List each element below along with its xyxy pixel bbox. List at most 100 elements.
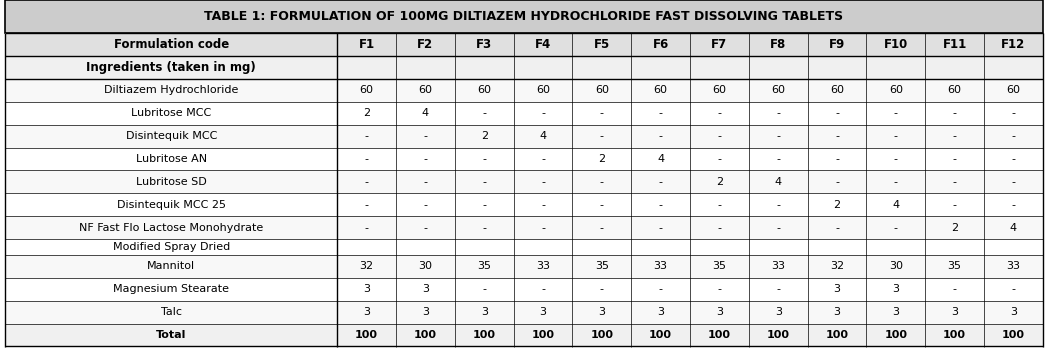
Bar (514, 216, 572, 239)
Text: Disintequik MCC: Disintequik MCC (126, 131, 217, 141)
Text: 3: 3 (716, 307, 723, 317)
Bar (396, 255, 455, 278)
Text: -: - (894, 177, 898, 187)
Bar (808, 301, 867, 324)
Bar (396, 170, 455, 193)
Text: 100: 100 (1002, 330, 1025, 340)
Text: -: - (599, 223, 604, 233)
Text: 3: 3 (364, 284, 370, 294)
Bar (5, 255, 337, 278)
Text: -: - (777, 108, 780, 118)
Bar (5, 216, 337, 239)
Bar (631, 56, 690, 79)
Text: -: - (1011, 108, 1016, 118)
Bar (337, 33, 396, 56)
Bar (5, 301, 337, 324)
Text: 4: 4 (657, 154, 664, 164)
Bar (867, 148, 925, 170)
Bar (572, 148, 631, 170)
Bar (808, 255, 867, 278)
Text: 100: 100 (707, 330, 730, 340)
Text: -: - (599, 200, 604, 210)
Text: Total: Total (156, 330, 187, 340)
Text: -: - (953, 108, 957, 118)
Bar (984, 216, 1043, 239)
Bar (337, 324, 396, 346)
Bar (867, 56, 925, 79)
Bar (5, 125, 337, 148)
Text: -: - (835, 108, 839, 118)
Bar (984, 148, 1043, 170)
Bar (5, 33, 337, 56)
Bar (867, 255, 925, 278)
Bar (808, 216, 867, 239)
Text: -: - (1011, 154, 1016, 164)
Text: F9: F9 (829, 38, 845, 51)
Text: -: - (894, 223, 898, 233)
Text: 100: 100 (826, 330, 849, 340)
Bar (572, 125, 631, 148)
Bar (867, 125, 925, 148)
Bar (631, 33, 690, 56)
Bar (690, 278, 749, 301)
Bar (925, 255, 984, 278)
Text: 2: 2 (716, 177, 723, 187)
Bar (455, 324, 514, 346)
Bar (984, 301, 1043, 324)
Bar (984, 193, 1043, 216)
Text: 32: 32 (830, 261, 844, 272)
Bar (514, 193, 572, 216)
Text: -: - (1011, 131, 1016, 141)
Bar (631, 301, 690, 324)
Bar (925, 148, 984, 170)
Bar (5, 324, 337, 346)
Text: -: - (423, 131, 428, 141)
Bar (690, 79, 749, 102)
Text: -: - (599, 131, 604, 141)
Bar (5, 170, 337, 193)
Bar (984, 125, 1043, 148)
Text: -: - (953, 284, 957, 294)
Bar (5, 0, 1043, 33)
Bar (337, 193, 396, 216)
Bar (396, 301, 455, 324)
Bar (5, 102, 337, 125)
Bar (337, 148, 396, 170)
Text: -: - (482, 200, 486, 210)
Bar (396, 125, 455, 148)
Text: Mannitol: Mannitol (147, 261, 195, 272)
Bar (514, 239, 572, 255)
Bar (514, 324, 572, 346)
Text: 2: 2 (951, 223, 958, 233)
Bar (337, 79, 396, 102)
Bar (925, 125, 984, 148)
Text: 4: 4 (1010, 223, 1017, 233)
Text: -: - (658, 177, 662, 187)
Bar (455, 125, 514, 148)
Text: F6: F6 (653, 38, 669, 51)
Bar (396, 216, 455, 239)
Text: Disintequik MCC 25: Disintequik MCC 25 (116, 200, 225, 210)
Bar (455, 170, 514, 193)
Bar (984, 324, 1043, 346)
Bar (631, 148, 690, 170)
Bar (749, 125, 808, 148)
Bar (337, 301, 396, 324)
Text: -: - (953, 154, 957, 164)
Text: F4: F4 (534, 38, 551, 51)
Text: -: - (1011, 284, 1016, 294)
Bar (867, 239, 925, 255)
Bar (808, 170, 867, 193)
Text: -: - (777, 200, 780, 210)
Bar (808, 324, 867, 346)
Text: -: - (658, 223, 662, 233)
Text: -: - (835, 131, 839, 141)
Bar (867, 33, 925, 56)
Bar (984, 170, 1043, 193)
Text: -: - (777, 284, 780, 294)
Bar (808, 56, 867, 79)
Bar (984, 239, 1043, 255)
Text: F3: F3 (476, 38, 493, 51)
Bar (337, 125, 396, 148)
Bar (867, 170, 925, 193)
